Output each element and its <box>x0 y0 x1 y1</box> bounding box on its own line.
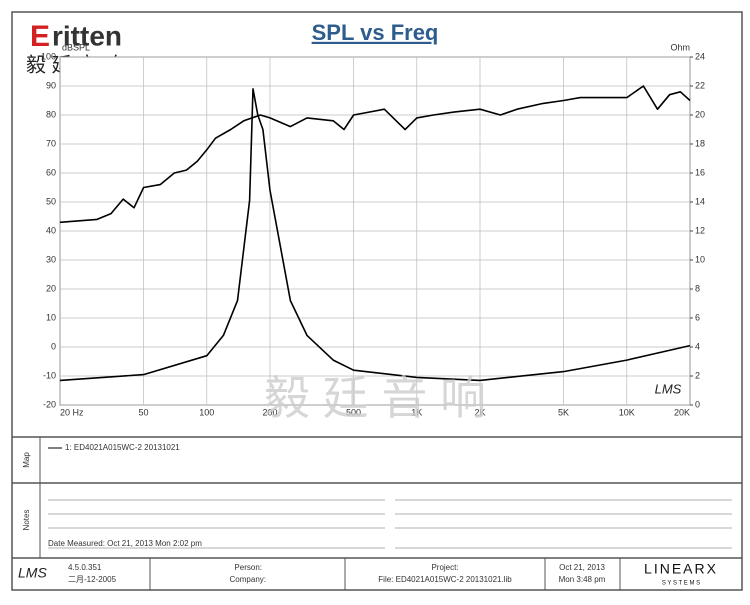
notes-label: Notes <box>22 510 31 531</box>
y2-tick-label: 18 <box>695 138 705 148</box>
y2-tick-label: 10 <box>695 254 705 264</box>
series-line <box>59 88 691 382</box>
footer-logo: LMS <box>18 565 47 581</box>
y-tick-label: 50 <box>46 196 56 206</box>
x-tick-label: 100 <box>199 407 214 417</box>
x-tick-label: 1K <box>411 407 422 417</box>
outer-frame <box>11 11 743 591</box>
footer-time: Mon 3:48 pm <box>559 575 606 584</box>
y2-tick-label: 6 <box>695 312 700 322</box>
y-tick-label: 80 <box>46 109 56 119</box>
y-tick-label: -10 <box>43 370 56 380</box>
date-measured: Date Measured: Oct 21, 2013 Mon 2:02 pm <box>48 539 202 548</box>
logo-text: ritten <box>52 20 122 51</box>
footer-date: Oct 21, 2013 <box>559 563 605 572</box>
y2-tick-label: 16 <box>695 167 705 177</box>
y2-tick-label: 4 <box>695 341 700 351</box>
chart-title: SPL vs Freq <box>312 20 439 45</box>
y-tick-label: 70 <box>46 138 56 148</box>
y-tick-label: 20 <box>46 283 56 293</box>
x-tick-label: 2K <box>474 407 485 417</box>
x-tick-label: 500 <box>346 407 361 417</box>
y2-tick-label: 22 <box>695 80 705 90</box>
x-tick-label: 20 Hz <box>60 407 84 417</box>
plot: 20 Hz 50 100 200 500 1K 2K 5K 10K 20K-20-10010203… <box>41 51 705 417</box>
y-tick-label: 30 <box>46 254 56 264</box>
series-line <box>59 85 691 224</box>
x-tick-label: 5K <box>558 407 569 417</box>
y-tick-label: 100 <box>41 51 56 61</box>
brand-sub: S Y S T E M S <box>662 581 700 587</box>
map-entry: 1: ED4021A015WC-2 20131021 <box>65 443 180 452</box>
y-tick-label: 40 <box>46 225 56 235</box>
y2-tick-label: 8 <box>695 283 700 293</box>
version: 4.5.0.351 <box>68 563 102 572</box>
y2-tick-label: 2 <box>695 370 700 380</box>
y-tick-label: 90 <box>46 80 56 90</box>
chart-watermark: LMS <box>655 381 682 396</box>
build-date: 二月-12-2005 <box>68 575 117 584</box>
y-tick-label: 60 <box>46 167 56 177</box>
y2-tick-label: 0 <box>695 399 700 409</box>
y-tick-label: -20 <box>43 399 56 409</box>
y2-tick-label: 24 <box>695 51 705 61</box>
x-tick-label: 50 <box>139 407 149 417</box>
y2-axis-label: Ohm <box>670 42 690 52</box>
x-tick-label: 200 <box>262 407 277 417</box>
x-tick-label: 10K <box>619 407 635 417</box>
file: File: ED4021A015WC-2 20131021.lib <box>378 575 512 584</box>
y2-tick-label: 20 <box>695 109 705 119</box>
note-lines <box>48 499 732 549</box>
footer-dividers <box>149 558 621 590</box>
brand: LINEARX <box>644 561 718 577</box>
y2-tick-label: 14 <box>695 196 705 206</box>
logo-mark: E <box>30 20 50 53</box>
y2-tick-label: 12 <box>695 225 705 235</box>
x-tick-label: 20K <box>674 407 690 417</box>
y-axis-label: dBSPL <box>62 42 90 52</box>
company: Company: <box>230 575 266 584</box>
person: Person: <box>234 563 262 572</box>
watermark-chinese: 毅 廷 音 响 <box>264 372 486 424</box>
project: Project: <box>431 563 458 572</box>
y-tick-label: 0 <box>51 341 56 351</box>
map-label: Map <box>22 452 31 468</box>
y-tick-label: 10 <box>46 312 56 322</box>
